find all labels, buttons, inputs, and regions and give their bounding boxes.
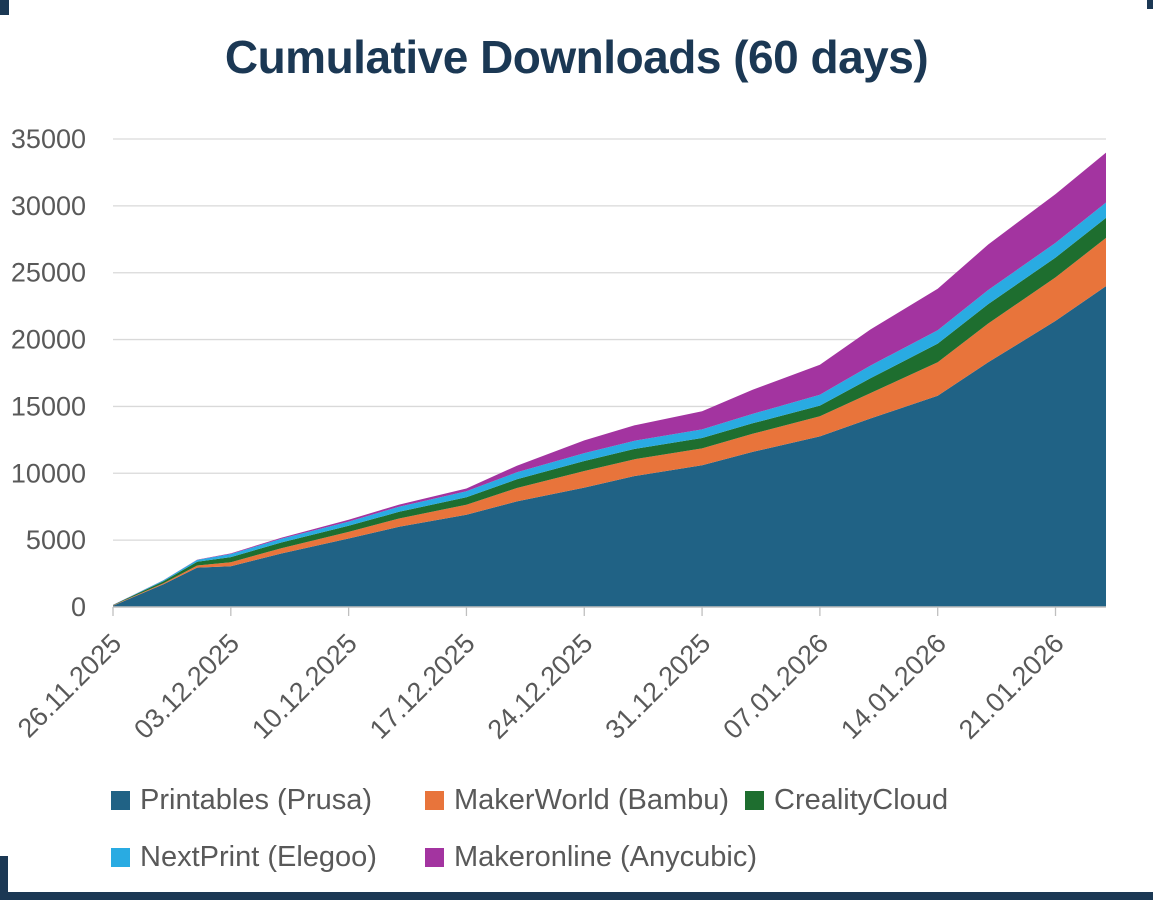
- legend-label-crealitycloud: CrealityCloud: [774, 783, 949, 816]
- makeronline-swatch-icon: [425, 847, 444, 867]
- x-tick-label: 17.12.2025: [364, 628, 481, 745]
- y-tick-label: 10000: [11, 458, 86, 488]
- legend-label-makerworld: MakerWorld (Bambu): [454, 783, 730, 816]
- y-tick-label: 0: [71, 592, 86, 622]
- legend-label-makeronline: Makeronline (Anycubic): [454, 840, 758, 873]
- legend-item-makerworld: MakerWorld (Bambu): [425, 783, 729, 817]
- makerworld-swatch-icon: [425, 790, 444, 810]
- stacked-area-chart: 0 5000 10000 15000 20000 25000 30000 35000 26.11…: [11, 124, 1106, 745]
- legend-label-printables: Printables (Prusa): [140, 783, 373, 816]
- x-tick-label: 03.12.2025: [128, 628, 245, 745]
- y-tick-label: 25000: [11, 258, 86, 288]
- chart-title: Cumulative Downloads (60 days): [224, 31, 929, 83]
- window-frame-top-left: [0, 0, 9, 15]
- y-tick-label: 20000: [11, 325, 86, 355]
- window-frame-top-right: [1147, 0, 1153, 9]
- window-frame-bottom-left: [0, 856, 8, 892]
- x-tick-label: 14.01.2026: [835, 628, 952, 745]
- legend-item-makeronline: Makeronline (Anycubic): [425, 840, 757, 874]
- nextprint-swatch-icon: [111, 847, 130, 867]
- y-tick-label: 30000: [11, 191, 86, 221]
- x-tick-label: 24.12.2025: [482, 628, 599, 745]
- area-printables-prusa: [113, 286, 1106, 607]
- legend-label-nextprint: NextPrint (Elegoo): [140, 840, 377, 873]
- window-frame-bottom-bar: [0, 892, 1153, 900]
- area-series: [113, 152, 1106, 607]
- crealitycloud-swatch-icon: [745, 790, 764, 810]
- legend-item-printables: Printables (Prusa): [111, 783, 372, 817]
- x-axis: [112, 606, 1106, 616]
- legend-item-nextprint: NextPrint (Elegoo): [111, 840, 377, 874]
- y-tick-label: 35000: [11, 124, 86, 154]
- x-axis-tick-labels: 26.11.2025 03.12.2025 10.12.2025 17.12.2025…: [12, 628, 1070, 745]
- x-tick-label: 21.01.2026: [953, 628, 1070, 745]
- y-axis-tick-labels: 0 5000 10000 15000 20000 25000 30000 35000: [11, 124, 86, 622]
- x-tick-label: 07.01.2026: [717, 628, 834, 745]
- y-tick-label: 5000: [26, 525, 86, 555]
- printables-swatch-icon: [111, 790, 130, 810]
- x-tick-label: 31.12.2025: [600, 628, 717, 745]
- y-tick-label: 15000: [11, 391, 86, 421]
- x-tick-label: 10.12.2025: [246, 628, 363, 745]
- x-tick-label: 26.11.2025: [12, 628, 127, 743]
- legend-item-crealitycloud: CrealityCloud: [745, 783, 948, 817]
